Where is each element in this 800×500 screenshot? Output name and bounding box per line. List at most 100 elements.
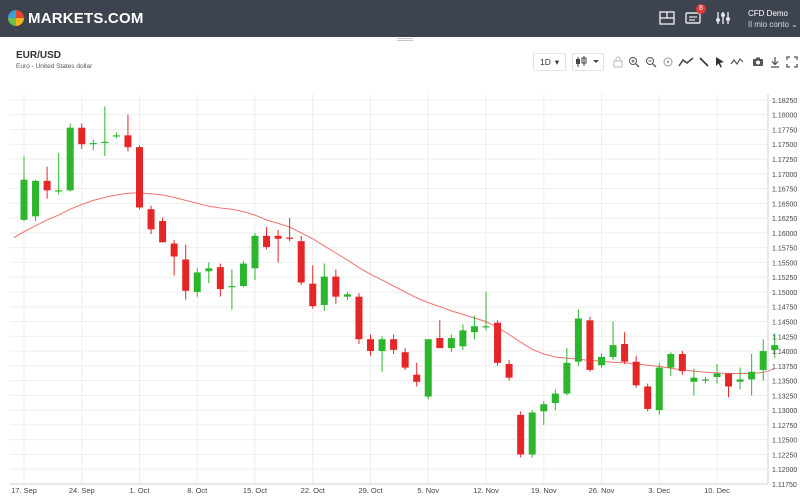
candle (701, 377, 709, 384)
candle (540, 401, 548, 425)
settings-sliders-icon[interactable] (714, 9, 732, 27)
candle (505, 359, 513, 381)
cursor-icon[interactable] (714, 55, 726, 68)
candle-body (147, 209, 155, 230)
y-tick-label: 1.17500 (772, 142, 797, 149)
y-tick-label: 1.18250 (772, 98, 797, 105)
y-tick-label: 1.13000 (772, 408, 797, 415)
line-chart-icon[interactable] (678, 55, 694, 67)
candle-body (286, 237, 294, 239)
fullscreen-icon[interactable] (786, 55, 798, 68)
candle (367, 334, 374, 356)
y-tick-label: 1.12500 (772, 438, 797, 445)
candle (621, 332, 629, 365)
y-tick-label: 1.12750 (772, 423, 797, 430)
candle (205, 262, 213, 284)
candle-body (89, 143, 97, 145)
candle-body (586, 320, 594, 370)
candle (66, 123, 74, 192)
crosshair-icon[interactable] (662, 55, 674, 67)
panel-drag-handle[interactable] (397, 38, 413, 41)
candle (574, 309, 582, 366)
y-tick-label: 1.15250 (772, 275, 797, 282)
candle-body (725, 373, 733, 387)
candle (713, 364, 721, 384)
candle (644, 383, 652, 412)
candle-body (297, 241, 305, 283)
timeframe-dropdown[interactable]: 1D ▾ (533, 53, 567, 71)
candle (609, 321, 617, 360)
candle-body (701, 379, 709, 381)
candle-body (274, 235, 282, 239)
x-tick-label: 19. Nov (531, 486, 557, 495)
candle-body (771, 345, 779, 350)
candle (216, 263, 224, 297)
y-tick-label: 1.14500 (772, 320, 797, 327)
chevron-down-icon: ▾ (554, 56, 560, 67)
x-tick-label: 24. Sep (69, 486, 95, 495)
zoom-out-icon[interactable] (645, 55, 657, 68)
grid-layer (10, 94, 768, 485)
candle-body (112, 135, 120, 137)
candle (517, 411, 525, 458)
candle (401, 348, 409, 370)
messages-icon[interactable] (684, 9, 702, 27)
layout-icon[interactable] (658, 9, 676, 27)
account-menu[interactable]: CFD Demo Il mio conto ⌄ (748, 8, 798, 30)
y-tick-label: 1.15500 (772, 260, 797, 267)
candle-body (667, 354, 675, 368)
candle-body (66, 127, 74, 191)
candle-body (401, 352, 409, 368)
price-chart[interactable]: 1.18250 1.18000 1.17750 1.17500 1.17250 1.170… (0, 80, 800, 495)
candle (309, 265, 317, 309)
candle (551, 389, 559, 411)
candle (736, 367, 744, 390)
candle-body (320, 276, 328, 305)
candle-body (343, 294, 351, 297)
candle-body (436, 338, 444, 349)
download-icon[interactable] (769, 55, 781, 68)
candle-body (193, 272, 201, 292)
candle-body (528, 412, 536, 455)
candle (678, 351, 686, 375)
candle-body (20, 179, 28, 220)
y-tick-label: 1.16500 (772, 201, 797, 208)
candle-body (574, 318, 582, 362)
candle-body (644, 386, 652, 409)
candle-body (609, 345, 617, 357)
logo-text: MARKETS.COM (28, 9, 144, 27)
candle-body (748, 371, 756, 380)
top-navigation-bar: MARKETS.COM 8 CFD Demo Il mio conto ⌄ (0, 0, 800, 37)
candle (470, 315, 478, 340)
candle (297, 235, 305, 285)
candle (43, 166, 51, 199)
lock-icon[interactable] (612, 55, 624, 68)
candlestick-chart-svg[interactable]: 1.18250 1.18000 1.17750 1.17500 1.17250 1.170… (0, 80, 800, 495)
x-tick-label: 3. Dec (648, 486, 670, 495)
candle (170, 239, 178, 276)
candle (390, 334, 398, 354)
y-tick-label: 1.13500 (772, 379, 797, 386)
candle (482, 291, 490, 331)
candle-body (736, 379, 744, 382)
zoom-in-icon[interactable] (628, 55, 640, 68)
markets-logo[interactable]: MARKETS.COM (8, 8, 144, 28)
candle-body (170, 243, 178, 257)
candle-body (424, 339, 432, 397)
x-tick-label: 17. Sep (11, 486, 37, 495)
draw-line-icon[interactable] (698, 55, 710, 67)
y-tick-label: 1.14750 (772, 305, 797, 312)
candle-body (494, 322, 502, 363)
candle (725, 373, 733, 398)
candle-body (378, 339, 386, 352)
candle (78, 123, 86, 149)
y-tick-label: 1.17250 (772, 157, 797, 164)
y-tick-label: 1.13750 (772, 364, 797, 371)
y-tick-label: 1.12250 (772, 452, 797, 459)
indicators-icon[interactable] (730, 55, 744, 67)
chart-type-dropdown[interactable] (572, 53, 604, 71)
y-tick-label: 1.18000 (772, 113, 797, 120)
camera-icon[interactable] (752, 55, 764, 67)
candle-body (759, 351, 767, 370)
account-menu-label: Il mio conto ⌄ (748, 20, 798, 29)
